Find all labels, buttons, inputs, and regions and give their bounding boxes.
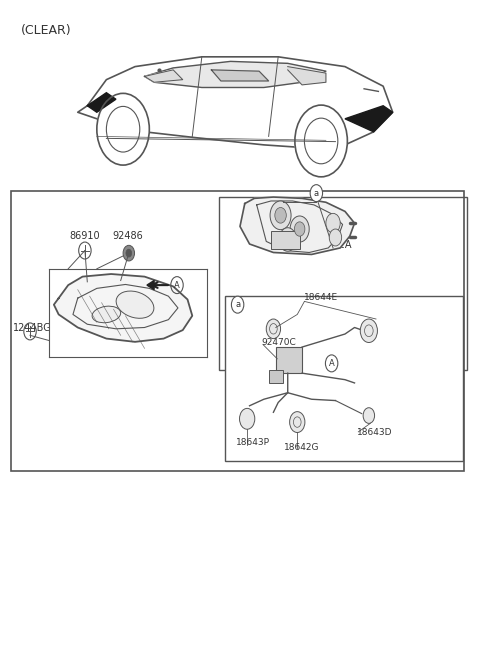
Polygon shape bbox=[288, 67, 326, 85]
Bar bbox=[218, 197, 467, 370]
Circle shape bbox=[97, 94, 149, 165]
Circle shape bbox=[310, 185, 323, 202]
Text: a: a bbox=[235, 300, 240, 309]
Text: a: a bbox=[314, 189, 319, 198]
Circle shape bbox=[266, 319, 281, 339]
Polygon shape bbox=[147, 280, 154, 290]
Circle shape bbox=[279, 228, 296, 251]
Bar bbox=[11, 191, 464, 471]
Text: VIEW: VIEW bbox=[297, 357, 324, 367]
Text: 92486: 92486 bbox=[112, 231, 143, 242]
Circle shape bbox=[126, 250, 132, 257]
Circle shape bbox=[290, 216, 309, 242]
Text: 92401A: 92401A bbox=[314, 230, 352, 240]
Polygon shape bbox=[144, 62, 326, 88]
Circle shape bbox=[270, 201, 291, 230]
Text: 18643P: 18643P bbox=[236, 438, 270, 447]
Circle shape bbox=[289, 411, 305, 432]
Polygon shape bbox=[211, 70, 269, 81]
Text: A: A bbox=[329, 359, 335, 368]
Text: 18642G: 18642G bbox=[284, 443, 319, 452]
Circle shape bbox=[326, 214, 340, 233]
Circle shape bbox=[329, 229, 342, 246]
Circle shape bbox=[295, 105, 348, 177]
Bar bbox=[276, 347, 302, 373]
Polygon shape bbox=[87, 93, 116, 112]
Ellipse shape bbox=[116, 291, 154, 318]
Text: 86910: 86910 bbox=[70, 231, 100, 242]
Circle shape bbox=[231, 296, 244, 313]
Circle shape bbox=[275, 208, 286, 223]
Text: 92402A: 92402A bbox=[314, 240, 352, 250]
Bar bbox=[269, 370, 283, 383]
Polygon shape bbox=[54, 274, 192, 342]
Text: 18643D: 18643D bbox=[357, 428, 393, 437]
Text: A: A bbox=[174, 280, 180, 290]
Bar bbox=[271, 231, 300, 250]
Circle shape bbox=[123, 246, 134, 261]
Text: 1244BG: 1244BG bbox=[13, 323, 52, 333]
Bar bbox=[225, 296, 463, 461]
Polygon shape bbox=[345, 105, 393, 132]
Text: 92470C: 92470C bbox=[262, 338, 296, 347]
Circle shape bbox=[294, 222, 305, 236]
Ellipse shape bbox=[92, 306, 120, 323]
Text: (CLEAR): (CLEAR) bbox=[21, 24, 71, 37]
Polygon shape bbox=[240, 197, 355, 254]
Circle shape bbox=[360, 319, 377, 343]
Polygon shape bbox=[144, 70, 183, 83]
Circle shape bbox=[363, 407, 374, 423]
Circle shape bbox=[240, 408, 255, 429]
Text: 18644E: 18644E bbox=[304, 293, 338, 302]
